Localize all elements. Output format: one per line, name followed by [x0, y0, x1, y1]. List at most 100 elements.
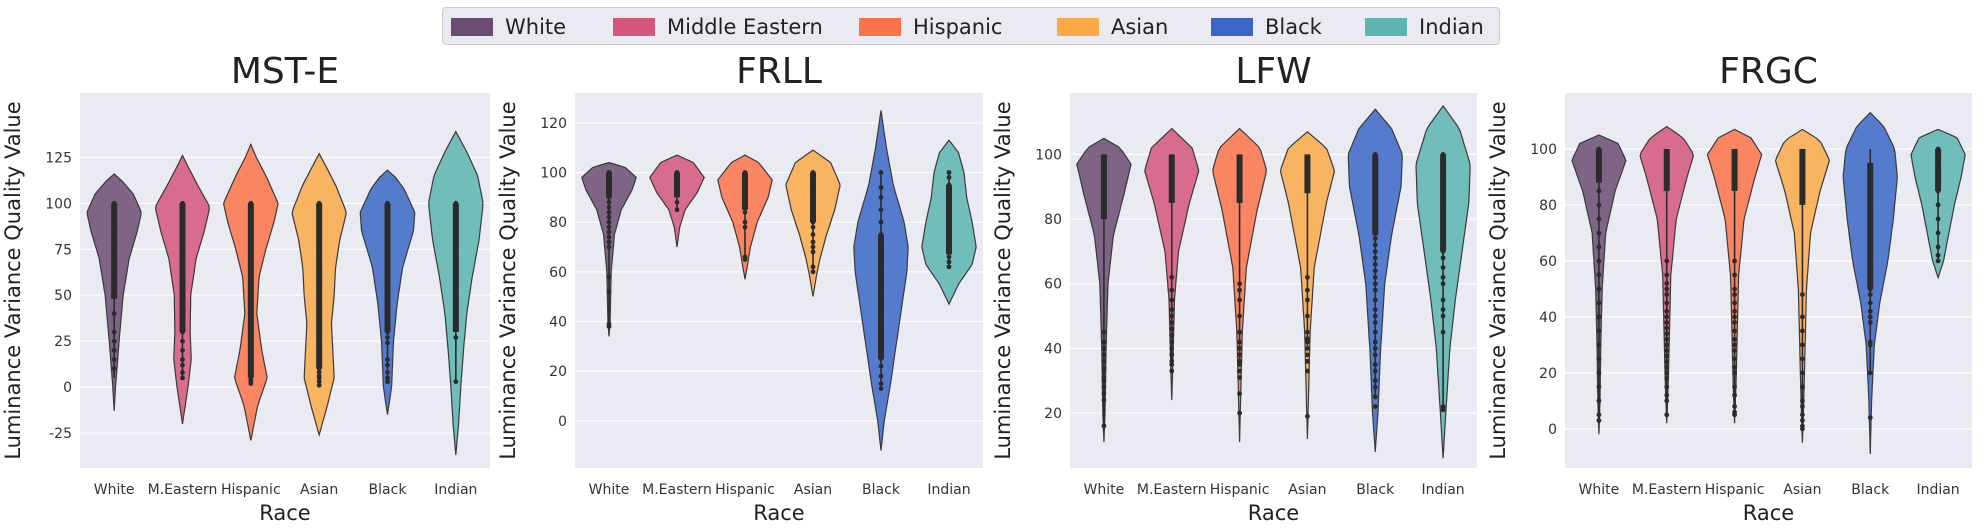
- panel4-data-point: [1867, 252, 1873, 258]
- panel1-data-point: [453, 335, 459, 340]
- panel1-data-point: [316, 246, 322, 252]
- panel2-data-point: [810, 269, 816, 275]
- panel1-data-point: [316, 301, 322, 307]
- panel4-data-point: [1664, 359, 1670, 365]
- panel4-data-point: [1732, 356, 1737, 362]
- panel3-data-point: [1305, 297, 1310, 303]
- panel2-data-point: [810, 232, 816, 237]
- legend-item-middle-eastern[interactable]: Middle Eastern: [613, 15, 823, 39]
- panel4-data-point: [1867, 208, 1873, 213]
- legend-item-hispanic[interactable]: Hispanic: [859, 15, 1003, 39]
- panel4-data-point: [1732, 308, 1737, 314]
- panel3-data-point: [1440, 242, 1446, 248]
- panel3-data-point: [1101, 339, 1107, 345]
- panel3-data-point: [1305, 274, 1310, 280]
- panel2-data-point: [810, 199, 816, 205]
- panel4-xlabel: Race: [1743, 501, 1794, 525]
- panel1-data-point: [180, 370, 185, 375]
- panel4-data-point: [1867, 272, 1873, 278]
- legend-item-black[interactable]: Black: [1211, 15, 1322, 39]
- panel2-data-point: [606, 244, 612, 250]
- panel4-data-point: [1732, 370, 1737, 376]
- panel2-data-point: [742, 180, 748, 185]
- panel3-xtick-label: Asian: [1288, 482, 1326, 498]
- panel2-data-point: [742, 204, 748, 210]
- panel4-data-point: [1596, 244, 1602, 250]
- panel1-data-point: [316, 237, 322, 243]
- legend-item-white[interactable]: White: [451, 15, 566, 39]
- panel1-data-point: [385, 200, 390, 206]
- panel3-data-point: [1169, 362, 1175, 367]
- legend-label-hispanic: Hispanic: [913, 15, 1003, 39]
- panel3-data-point: [1372, 345, 1378, 351]
- legend-item-asian[interactable]: Asian: [1057, 15, 1168, 39]
- panel3-data-point: [1305, 287, 1310, 293]
- panel3-data-point: [1372, 378, 1378, 384]
- panel1-data-point: [111, 274, 117, 280]
- panel1-data-point: [316, 307, 322, 313]
- panel3-data-point: [1305, 368, 1310, 374]
- panel3-data-point: [1372, 362, 1378, 367]
- panel4-data-point: [1800, 426, 1805, 432]
- panel1-data-point: [316, 338, 322, 344]
- panel4-data-point: [1596, 384, 1602, 390]
- panel1-data-point: [316, 289, 322, 294]
- legend-swatch-middle-eastern: [613, 18, 655, 36]
- panel1-data-point: [385, 204, 390, 210]
- panel1-data-point: [316, 267, 322, 272]
- panel1-data-point: [385, 245, 390, 250]
- panel2-data-point: [878, 194, 884, 200]
- panel4-data-point: [1664, 308, 1670, 314]
- panel4-xtick-label: Hispanic: [1705, 482, 1765, 498]
- panel4-data-point: [1664, 258, 1670, 264]
- legend-item-indian[interactable]: Indian: [1365, 15, 1484, 39]
- panel2-ytick-label: 60: [549, 265, 567, 281]
- panel1-data-point: [316, 263, 322, 269]
- panel2-data-point: [946, 232, 952, 237]
- panel4-data-point: [1935, 230, 1941, 236]
- panel2-data-point: [742, 224, 748, 230]
- panel4-xtick-label: Indian: [1916, 482, 1959, 498]
- panel1-data-point: [248, 241, 254, 247]
- panel4-title: FRGC: [1719, 51, 1818, 92]
- panel1-ytick-label: 0: [63, 380, 72, 396]
- panel1-data-point: [180, 250, 185, 256]
- panel3-data-point: [1169, 352, 1175, 358]
- panel1-data-point: [385, 357, 390, 362]
- panel1-data-point: [385, 370, 390, 375]
- panel2-plot-area: [575, 93, 983, 468]
- panel3-data-point: [1101, 329, 1107, 335]
- panel3-data-point: [1440, 265, 1446, 270]
- panel2-data-point: [946, 170, 952, 175]
- panel4-data-point: [1664, 398, 1670, 404]
- panel4-ytick-label: 100: [1530, 142, 1557, 158]
- panel4-data-point: [1596, 412, 1602, 418]
- panel4-data-point: [1596, 272, 1602, 278]
- panel4-data-point: [1867, 292, 1873, 297]
- panel1-data-point: [248, 210, 254, 215]
- panel4-data-point: [1596, 152, 1602, 157]
- panel3-data-point: [1372, 168, 1378, 173]
- panel1-data-point: [316, 210, 322, 215]
- panel4-data-point: [1664, 325, 1670, 331]
- panel1-data-point: [316, 318, 322, 324]
- panel1-data-point: [385, 292, 390, 298]
- panel3-data-point: [1440, 190, 1446, 196]
- panel1-xtick-label: Indian: [434, 482, 477, 498]
- panel2-ytick-label: 40: [549, 314, 567, 330]
- panel2-data-point: [878, 356, 884, 362]
- panel2-data-point: [810, 249, 816, 255]
- panel2-data-point: [946, 239, 952, 245]
- panel4-data-point: [1935, 244, 1941, 250]
- panel2-data-point: [810, 219, 816, 225]
- panel3-data-point: [1169, 313, 1175, 319]
- panel3-data-point: [1440, 313, 1446, 319]
- panel1-iqr-box: [384, 203, 391, 332]
- panel3-ytick-label: 40: [1044, 341, 1062, 357]
- panel4-data-point: [1664, 336, 1670, 342]
- panel2-data-point: [742, 209, 748, 215]
- panel1-data-point: [453, 228, 459, 234]
- legend-swatch-hispanic: [859, 18, 901, 36]
- panel2-data-point: [878, 386, 884, 391]
- panel3-data-point: [1305, 413, 1310, 419]
